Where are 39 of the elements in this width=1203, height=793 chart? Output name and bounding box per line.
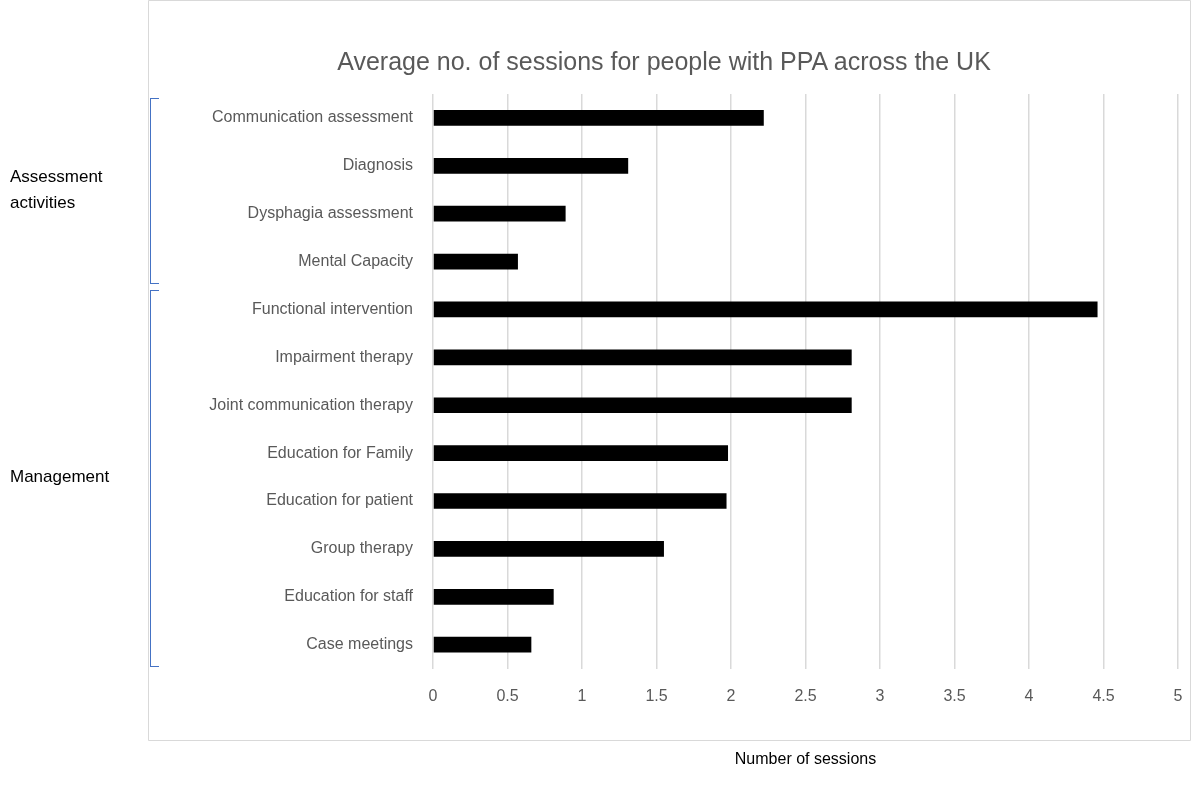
y-tick-label: Mental Capacity: [298, 252, 413, 269]
x-tick-label: 3: [875, 686, 885, 704]
x-axis-title: Number of sessions: [734, 749, 877, 767]
x-tick-label: 2: [726, 686, 736, 704]
y-tick-label: Group therapy: [310, 539, 413, 557]
x-tick-label: 4: [1024, 686, 1034, 704]
x-tick-label: 4.5: [1092, 686, 1115, 704]
x-tick-label: 1.5: [645, 686, 668, 704]
chart-title: Average no. of sessions for people with PPA across the UK: [337, 46, 992, 75]
bar: [433, 253, 518, 270]
text: Management: [10, 466, 111, 489]
bar: [433, 493, 727, 509]
bar: [433, 588, 554, 605]
y-tick-label: Joint communication therapy: [209, 395, 413, 413]
bar: [433, 349, 852, 366]
x-tick-label: 3.5: [943, 686, 966, 704]
x-tick-label: 1: [577, 686, 587, 704]
y-tick-label: Impairment therapy: [275, 347, 413, 365]
y-tick-label: Education for Family: [267, 443, 413, 461]
y-tick-label: Diagnosis: [342, 156, 413, 174]
y-tick-label: Dysphagia assessment: [247, 204, 414, 222]
bar: [433, 397, 852, 414]
bar: [433, 541, 664, 557]
text: Assessment activities: [10, 165, 104, 214]
bar: [433, 205, 566, 222]
y-tick-label: Education for staff: [284, 587, 414, 605]
x-tick-label: 0.5: [496, 686, 519, 704]
bar: [433, 636, 532, 653]
y-tick-label: Functional intervention: [252, 299, 413, 317]
x-tick-label: 5: [1173, 686, 1183, 704]
x-tick-label: 0: [428, 686, 438, 704]
bar: [433, 445, 729, 461]
bar: [433, 301, 1098, 318]
bar: [433, 157, 629, 174]
y-tick-label: Communication assessment: [212, 108, 414, 126]
y-tick-label: Case meetings: [306, 635, 413, 653]
bar: [433, 110, 764, 126]
x-tick-label: 2.5: [794, 686, 817, 704]
y-tick-label: Education for patient: [266, 491, 414, 509]
